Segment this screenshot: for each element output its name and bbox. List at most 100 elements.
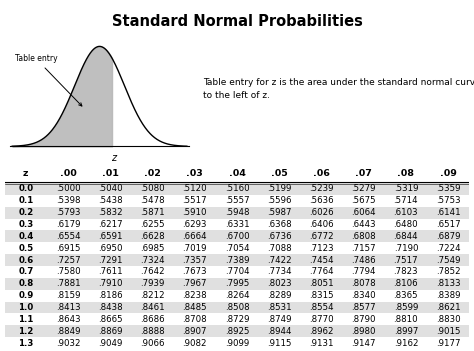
Text: .8289: .8289 <box>267 291 292 300</box>
Text: .9115: .9115 <box>267 339 292 347</box>
Text: .7549: .7549 <box>436 256 460 265</box>
Text: .6736: .6736 <box>267 232 292 241</box>
Text: .6554: .6554 <box>56 232 81 241</box>
Text: .7486: .7486 <box>351 256 376 265</box>
Text: .6628: .6628 <box>140 232 165 241</box>
Text: .8051: .8051 <box>309 279 334 288</box>
Text: .6293: .6293 <box>182 220 207 229</box>
Text: .8888: .8888 <box>140 327 165 336</box>
Text: .7967: .7967 <box>182 279 207 288</box>
Text: .6064: .6064 <box>351 208 376 217</box>
Text: .8106: .8106 <box>393 279 418 288</box>
Text: .5948: .5948 <box>225 208 249 217</box>
Text: .7357: .7357 <box>182 256 207 265</box>
Bar <box>5 183 469 195</box>
Text: .5557: .5557 <box>225 196 249 205</box>
Text: .6844: .6844 <box>393 232 418 241</box>
Text: 0.7: 0.7 <box>18 267 34 277</box>
Bar <box>5 231 469 242</box>
Text: .8907: .8907 <box>182 327 207 336</box>
Text: Standard Normal Probabilities: Standard Normal Probabilities <box>111 14 363 28</box>
Text: .9162: .9162 <box>394 339 418 347</box>
Text: .7088: .7088 <box>267 244 292 253</box>
Text: .9082: .9082 <box>182 339 207 347</box>
Text: .8729: .8729 <box>225 315 249 324</box>
Text: .5714: .5714 <box>393 196 418 205</box>
Text: z: z <box>23 169 28 178</box>
Text: .8665: .8665 <box>98 315 123 324</box>
Text: .8980: .8980 <box>351 327 376 336</box>
Text: .8365: .8365 <box>393 291 418 300</box>
Text: .7794: .7794 <box>351 267 376 277</box>
Text: .03: .03 <box>186 169 203 178</box>
Text: 0.0: 0.0 <box>18 185 34 193</box>
Text: .8461: .8461 <box>140 303 165 312</box>
Text: 0.2: 0.2 <box>18 208 34 217</box>
Text: .7910: .7910 <box>98 279 123 288</box>
Bar <box>5 325 469 337</box>
Text: .8238: .8238 <box>182 291 207 300</box>
Text: .9015: .9015 <box>436 327 460 336</box>
Text: .5120: .5120 <box>182 185 207 193</box>
Text: .5636: .5636 <box>309 196 334 205</box>
Text: .6368: .6368 <box>267 220 292 229</box>
Text: .5160: .5160 <box>225 185 249 193</box>
Text: .8554: .8554 <box>309 303 334 312</box>
Text: .5319: .5319 <box>394 185 418 193</box>
Text: .5080: .5080 <box>140 185 165 193</box>
Text: .6950: .6950 <box>98 244 123 253</box>
Text: z: z <box>111 153 116 164</box>
Text: 0.9: 0.9 <box>18 291 34 300</box>
Text: .5871: .5871 <box>140 208 165 217</box>
Text: .8212: .8212 <box>140 291 165 300</box>
Bar <box>5 278 469 290</box>
Text: 0.8: 0.8 <box>18 279 34 288</box>
Text: .6026: .6026 <box>309 208 334 217</box>
Text: .8438: .8438 <box>98 303 123 312</box>
Text: .6879: .6879 <box>436 232 460 241</box>
Text: .07: .07 <box>355 169 372 178</box>
Text: .8023: .8023 <box>267 279 292 288</box>
Text: 1.0: 1.0 <box>18 303 34 312</box>
Text: .7054: .7054 <box>225 244 249 253</box>
Text: .7734: .7734 <box>267 267 292 277</box>
Text: .8159: .8159 <box>56 291 80 300</box>
Text: .6915: .6915 <box>56 244 80 253</box>
Text: .5987: .5987 <box>267 208 292 217</box>
Text: .6141: .6141 <box>436 208 460 217</box>
Text: .7224: .7224 <box>436 244 460 253</box>
Text: .5517: .5517 <box>182 196 207 205</box>
Text: .8531: .8531 <box>267 303 292 312</box>
Text: .7324: .7324 <box>140 256 165 265</box>
Text: .6331: .6331 <box>225 220 249 229</box>
Text: 0.1: 0.1 <box>18 196 34 205</box>
Text: .8315: .8315 <box>309 291 334 300</box>
Text: .8621: .8621 <box>436 303 460 312</box>
Text: .6772: .6772 <box>309 232 334 241</box>
Text: .8413: .8413 <box>56 303 81 312</box>
Text: .5753: .5753 <box>436 196 460 205</box>
Text: .7939: .7939 <box>140 279 165 288</box>
Text: .8643: .8643 <box>56 315 81 324</box>
Text: .7389: .7389 <box>225 256 249 265</box>
Text: .8389: .8389 <box>436 291 460 300</box>
Text: 0.3: 0.3 <box>18 220 34 229</box>
Text: .6517: .6517 <box>436 220 460 229</box>
Text: .7157: .7157 <box>351 244 376 253</box>
Text: 0.5: 0.5 <box>18 244 34 253</box>
Text: 1.2: 1.2 <box>18 327 34 336</box>
Text: .09: .09 <box>440 169 456 178</box>
Text: .8708: .8708 <box>182 315 207 324</box>
Text: .6591: .6591 <box>98 232 123 241</box>
Text: .7019: .7019 <box>182 244 207 253</box>
Text: .8186: .8186 <box>98 291 123 300</box>
Text: .7123: .7123 <box>309 244 334 253</box>
Text: .5438: .5438 <box>98 196 123 205</box>
Text: 1.1: 1.1 <box>18 315 34 324</box>
Text: .5239: .5239 <box>309 185 334 193</box>
Text: .5675: .5675 <box>351 196 376 205</box>
Bar <box>5 302 469 313</box>
Text: .02: .02 <box>144 169 161 178</box>
Text: .5398: .5398 <box>56 196 80 205</box>
Text: .9177: .9177 <box>436 339 460 347</box>
